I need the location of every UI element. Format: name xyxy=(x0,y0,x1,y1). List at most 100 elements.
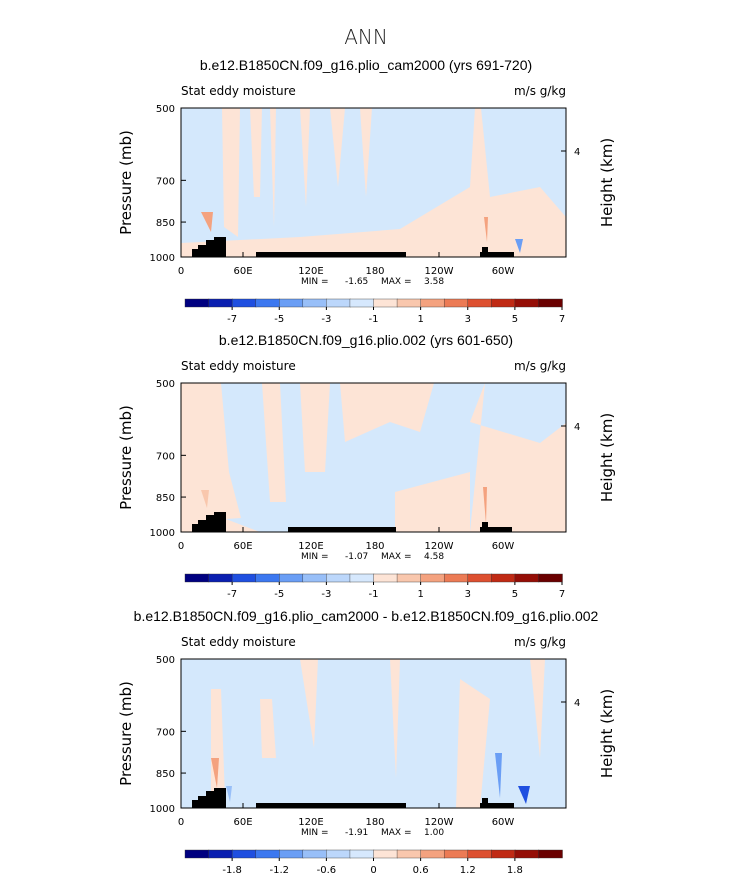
contour-region-red xyxy=(201,212,213,232)
colorbar-swatch xyxy=(420,298,445,308)
topography-bar xyxy=(206,240,216,257)
colorbar-label: -3 xyxy=(321,314,331,325)
colorbar-swatch xyxy=(231,573,257,583)
topography-bar xyxy=(482,798,488,808)
panel-1: b.e12.B1850CN.f09_g16.plio_cam2000 (yrs … xyxy=(117,57,616,325)
field-label: Stat eddy moisture xyxy=(181,84,296,98)
contour-region-peach xyxy=(300,108,310,207)
y-axis-label-right: Height (km) xyxy=(598,138,616,227)
contour-region-red xyxy=(483,487,487,524)
y-tick-label: 850 xyxy=(156,493,175,504)
y-tick-label: 700 xyxy=(156,176,175,187)
colorbar-label: -7 xyxy=(227,314,237,325)
x-tick-label: 120W xyxy=(425,266,454,277)
x-tick-label: 0 xyxy=(178,541,184,552)
contour-region-red xyxy=(484,217,488,242)
contour-region-peach xyxy=(181,383,241,522)
colorbar-swatch xyxy=(514,573,540,583)
contour-region-blue xyxy=(518,786,530,804)
contour-region-peach xyxy=(300,383,330,472)
topography-bar xyxy=(480,252,514,257)
colorbar-label: -1.8 xyxy=(222,865,242,876)
colorbar-label: -7 xyxy=(227,589,237,600)
colorbar-swatch xyxy=(514,298,540,308)
topography-bar xyxy=(220,518,225,532)
units-label: m/s g/kg xyxy=(514,84,566,98)
colorbar-label: -0.6 xyxy=(317,865,337,876)
colorbar-swatch xyxy=(326,573,351,583)
colorbar-swatch xyxy=(373,573,398,583)
topography-bar xyxy=(220,794,225,808)
x-tick-label: 120E xyxy=(298,817,323,828)
colorbar-swatch xyxy=(373,298,398,308)
max-value: 4.58 xyxy=(424,552,444,562)
colorbar-swatch xyxy=(396,573,422,583)
x-tick-label: 0 xyxy=(178,266,184,277)
topography-bar xyxy=(206,515,216,532)
max-label: MAX = xyxy=(381,552,412,562)
y-tick-label: 850 xyxy=(156,769,175,780)
contour-region-peach xyxy=(222,108,240,237)
contour-region-peach xyxy=(395,472,470,532)
field-label: Stat eddy moisture xyxy=(181,359,296,373)
colorbar-swatch xyxy=(302,298,328,308)
colorbar-swatch xyxy=(208,573,233,583)
topography-bar xyxy=(220,243,225,257)
x-tick-label: 60E xyxy=(233,817,252,828)
topography-bar xyxy=(480,527,512,532)
y-tick-label: 1000 xyxy=(150,253,175,264)
y-tick-label: 500 xyxy=(156,104,175,115)
topography-bar xyxy=(198,245,206,257)
colorbar-swatch xyxy=(538,573,563,583)
colorbar-label: -5 xyxy=(274,589,284,600)
x-tick-label: 60W xyxy=(492,266,515,277)
colorbar-swatch xyxy=(467,298,493,308)
min-value: -1.65 xyxy=(345,277,368,287)
y-axis-label: Pressure (mb) xyxy=(117,130,135,235)
contour-region-peach xyxy=(250,108,262,197)
colorbar-swatch xyxy=(302,849,328,859)
plot-background xyxy=(181,659,566,808)
colorbar-label: -1 xyxy=(369,314,379,325)
colorbar-swatch xyxy=(491,298,516,308)
panel-title: b.e12.B1850CN.f09_g16.plio_cam2000 - b.e… xyxy=(134,608,599,624)
colorbar-swatch xyxy=(467,849,493,859)
topography-bar xyxy=(482,522,488,532)
contour-region-red xyxy=(211,758,219,788)
x-tick-label: 180 xyxy=(365,817,384,828)
y-axis-label-right: Height (km) xyxy=(598,413,616,502)
y-tick-label: 1000 xyxy=(150,528,175,539)
contour-region-peach xyxy=(300,659,318,748)
field-label: Stat eddy moisture xyxy=(181,635,296,649)
y-axis-label: Pressure (mb) xyxy=(117,681,135,786)
colorbar-label: -1 xyxy=(369,589,379,600)
x-tick-label: 180 xyxy=(365,266,384,277)
colorbar-swatch xyxy=(326,849,351,859)
y-tick-label: 500 xyxy=(156,379,175,390)
colorbar-swatch xyxy=(396,849,422,859)
units-label: m/s g/kg xyxy=(514,359,566,373)
colorbar-swatch xyxy=(326,298,351,308)
y-tick-label: 700 xyxy=(156,727,175,738)
plot-frame xyxy=(180,107,567,258)
contour-region-peach xyxy=(340,383,434,442)
topography-bar xyxy=(206,791,216,808)
x-tick-label: 60W xyxy=(492,817,515,828)
main-title: ANN xyxy=(344,25,388,49)
contour-region-blue xyxy=(515,239,523,253)
colorbar-label: -1.2 xyxy=(269,865,289,876)
contour-region-peach xyxy=(262,383,286,502)
panel-title: b.e12.B1850CN.f09_g16.plio.002 (yrs 601-… xyxy=(219,332,513,348)
x-tick-label: 0 xyxy=(178,817,184,828)
panel-2: b.e12.B1850CN.f09_g16.plio.002 (yrs 601-… xyxy=(117,332,616,600)
colorbar-swatch xyxy=(491,573,516,583)
colorbar-label: 0.6 xyxy=(413,865,429,876)
y-right-tick-label: 4 xyxy=(574,698,580,709)
topography-bar xyxy=(482,247,488,257)
min-value: -1.07 xyxy=(345,552,368,562)
colorbar-label: 1.8 xyxy=(507,865,523,876)
topography-bar xyxy=(198,796,206,808)
colorbar-swatch xyxy=(396,298,422,308)
colorbar-swatch xyxy=(231,849,257,859)
colorbar-swatch xyxy=(279,298,304,308)
